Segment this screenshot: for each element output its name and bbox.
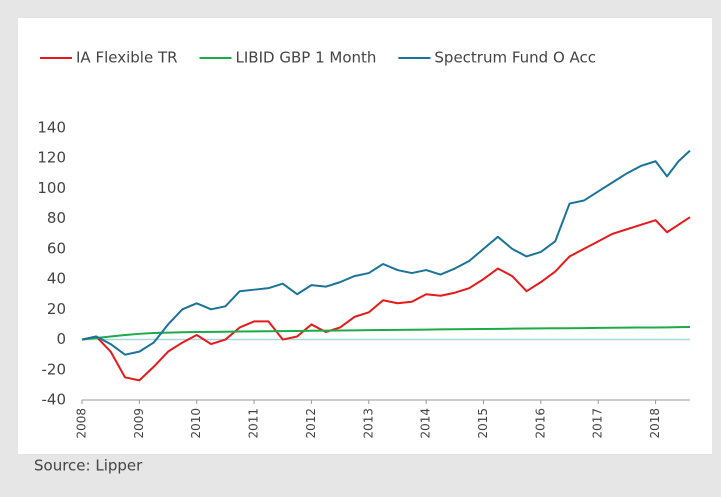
- x-tick-label: 2018: [648, 408, 662, 439]
- y-tick-label: 100: [37, 179, 66, 197]
- x-tick-label: 2014: [419, 408, 433, 439]
- y-tick-label: 60: [47, 239, 66, 257]
- legend-label: Spectrum Fund O Acc: [434, 49, 596, 67]
- x-tick-label: 2008: [75, 408, 89, 439]
- panel: [18, 18, 712, 454]
- x-tick-label: 2011: [247, 408, 261, 439]
- series-line: [81, 326, 691, 341]
- legend-label: LIBID GBP 1 Month: [236, 49, 377, 67]
- y-tick-label: 40: [47, 270, 66, 288]
- y-tick-label: 0: [56, 330, 66, 348]
- x-tick-label: 2015: [476, 408, 490, 439]
- source: Source: Lipper: [34, 457, 143, 475]
- x-tick-label: 2009: [132, 408, 146, 439]
- series-line: [81, 216, 691, 382]
- y-tick-label: 80: [47, 209, 66, 227]
- x-tick-label: 2017: [591, 408, 605, 439]
- y-tick-label: -20: [42, 360, 67, 378]
- y-tick-label: -40: [42, 391, 67, 409]
- legend-label: IA Flexible TR: [76, 49, 178, 67]
- x-tick-label: 2010: [189, 408, 203, 439]
- x-tick-label: 2013: [361, 408, 375, 439]
- y-tick-label: 20: [47, 300, 66, 318]
- y-tick-label: 140: [37, 119, 66, 137]
- series-line: [81, 149, 691, 356]
- x-tick-label: 2012: [304, 408, 318, 439]
- x-tick-label: 2016: [533, 408, 547, 439]
- y-tick-label: 120: [37, 149, 66, 167]
